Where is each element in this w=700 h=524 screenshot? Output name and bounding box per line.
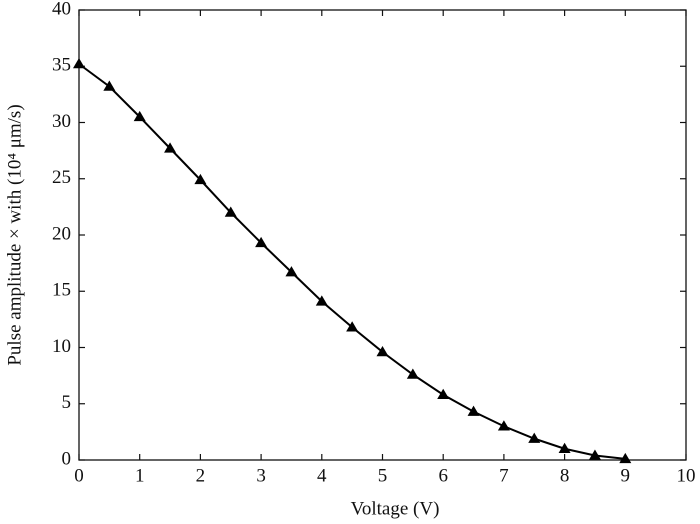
data-point	[437, 388, 450, 399]
data-point	[406, 368, 419, 379]
data-point	[346, 321, 359, 332]
y-tick-label: 15	[52, 280, 71, 301]
y-tick-label: 20	[52, 223, 71, 244]
x-tick-label: 0	[74, 465, 84, 486]
x-tick-label: 1	[135, 465, 145, 486]
data-point	[133, 110, 146, 122]
x-axis-label: Voltage (V)	[351, 498, 440, 519]
data-point	[73, 58, 85, 69]
y-tick-label: 10	[52, 336, 71, 357]
data-point	[285, 266, 298, 277]
y-tick-label: 35	[52, 55, 71, 76]
data-point	[255, 236, 268, 248]
data-line	[78, 63, 626, 460]
y-tick-label: 25	[52, 167, 71, 188]
x-tick-label: 4	[317, 465, 327, 486]
data-point	[528, 432, 541, 443]
x-tick-label: 5	[378, 465, 388, 486]
data-point	[558, 442, 571, 453]
x-tick-label: 2	[196, 465, 206, 486]
data-point	[497, 420, 510, 431]
y-tick-label: 0	[62, 448, 72, 469]
x-tick-label: 10	[677, 465, 696, 486]
data-point	[588, 449, 601, 460]
data-point	[467, 405, 480, 416]
y-tick-label: 30	[52, 111, 71, 132]
y-tick-label: 40	[52, 0, 71, 19]
x-tick-label: 6	[438, 465, 448, 486]
data-point	[194, 173, 207, 185]
plot-frame	[78, 9, 687, 461]
y-axis-label: Pulse amplitude × with (10⁴ μm/s)	[4, 104, 25, 365]
y-tick-label: 5	[62, 392, 72, 413]
data-point	[224, 206, 237, 217]
data-point	[164, 142, 177, 153]
data-point	[376, 346, 389, 357]
x-tick-label: 8	[560, 465, 570, 486]
x-tick-label: 7	[499, 465, 509, 486]
data-point	[315, 295, 328, 306]
x-tick-label: 9	[621, 465, 631, 486]
data-point	[619, 452, 632, 464]
data-point	[103, 80, 116, 91]
x-tick-label: 3	[256, 465, 266, 486]
